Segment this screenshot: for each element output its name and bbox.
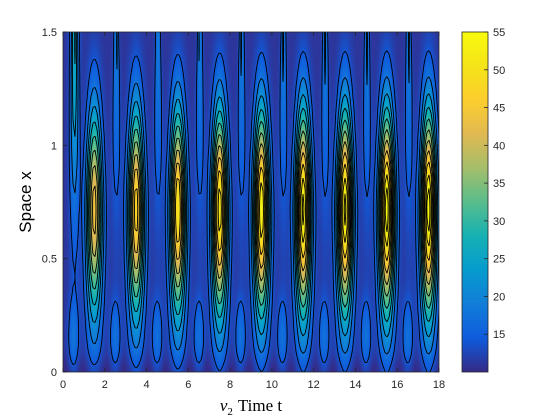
- colorbar-box: [461, 31, 489, 373]
- x-tick-label: 8: [227, 379, 233, 391]
- colorbar-ticks: 15 20 25 30 35 40 45 50 55: [484, 27, 505, 341]
- plot-area: [62, 31, 440, 373]
- contour-level-30: [88, 118, 437, 309]
- y-tick-label: 1: [51, 140, 57, 152]
- contour-level-14: [68, 32, 439, 372]
- contour-level-50: [217, 174, 432, 247]
- y-tick-label: 0: [51, 367, 57, 379]
- colorbar-gradient: [462, 32, 488, 372]
- x-axis-label-math-sub: 2: [227, 406, 233, 418]
- colorbar-tick-label: 20: [493, 291, 505, 303]
- colorbar-tick-label: 55: [493, 27, 505, 39]
- colorbar-tick-label: 25: [493, 254, 505, 266]
- colorbar-tick-label: 40: [493, 140, 505, 152]
- y-axis: 0 0.5 1 1.5: [42, 27, 439, 379]
- colorbar-tick-label: 35: [493, 178, 505, 190]
- y-tick-label: 0.5: [42, 254, 57, 266]
- x-tick-label: 12: [308, 379, 320, 391]
- x-axis-label-text: Time t: [238, 396, 283, 415]
- x-tick-label: 14: [349, 379, 361, 391]
- contour-level-42: [92, 150, 434, 274]
- contour-level-46: [134, 161, 433, 261]
- x-tick-label: 16: [391, 379, 403, 391]
- colorbar-tick-label: 50: [493, 65, 505, 77]
- y-tick-label: 1.5: [42, 27, 57, 39]
- contour-level-34: [89, 129, 436, 297]
- x-axis: 0 2 4 6 8 10 12 14 16 18: [60, 32, 445, 391]
- contour-level-22: [71, 32, 439, 338]
- x-tick-label: 10: [266, 379, 278, 391]
- x-tick-label: 4: [143, 379, 149, 391]
- x-tick-label: 0: [60, 379, 66, 391]
- colorbar: 15 20 25 30 35 40 45 50 55: [461, 27, 505, 373]
- x-tick-label: 6: [185, 379, 191, 391]
- plot-box: [62, 31, 440, 373]
- x-tick-label: 2: [102, 379, 108, 391]
- colorbar-tick-label: 30: [493, 216, 505, 228]
- contour-level-26: [74, 32, 438, 323]
- contour-lines: [68, 32, 439, 372]
- x-axis-label-math: v: [220, 396, 228, 415]
- contour-level-53: [301, 187, 431, 233]
- colorbar-tick-label: 45: [493, 103, 505, 115]
- x-tick-label: 18: [433, 379, 445, 391]
- x-axis-label: v2 Time t: [220, 396, 283, 418]
- contour-level-38: [90, 139, 435, 286]
- colorbar-tick-label: 15: [493, 329, 505, 341]
- contour-level-18: [70, 32, 439, 355]
- y-axis-label: Space x: [16, 171, 35, 233]
